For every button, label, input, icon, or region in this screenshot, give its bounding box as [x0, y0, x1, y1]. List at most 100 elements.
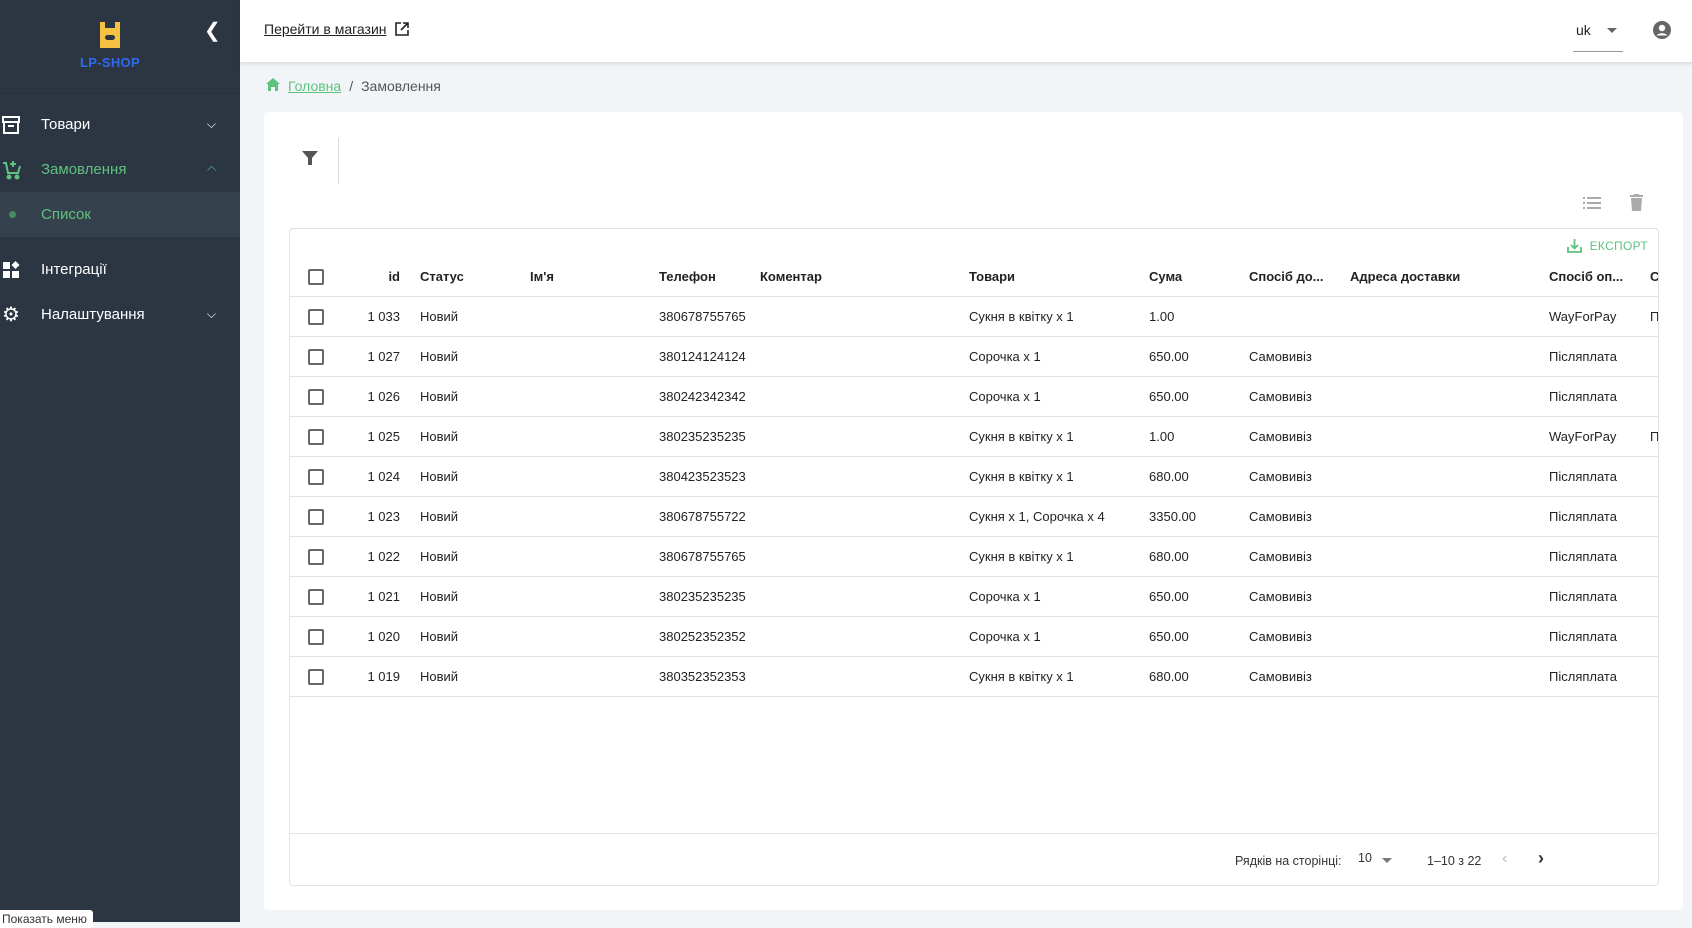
breadcrumb-home-link[interactable]: Головна — [288, 78, 342, 94]
row-checkbox[interactable] — [290, 548, 340, 565]
row-checkbox[interactable] — [290, 308, 340, 325]
logo-text: LP-SHOP — [80, 55, 140, 70]
rows-per-page-select[interactable]: 10 — [1358, 851, 1398, 865]
breadcrumb-current: Замовлення — [361, 78, 441, 94]
column-header-truncated[interactable]: С — [1650, 269, 1659, 284]
external-link-icon — [394, 22, 409, 36]
divider — [338, 138, 339, 184]
go-to-shop-label: Перейти в магазин — [264, 21, 387, 37]
column-header-status[interactable]: Статус — [420, 269, 464, 284]
cell-payment-method: Післяплата — [1549, 589, 1617, 604]
table-row[interactable]: 1 019 Новий 380352352353 Сукня в квітку x 1… — [290, 657, 1658, 697]
row-checkbox[interactable] — [290, 428, 340, 445]
next-page-button[interactable]: › — [1538, 848, 1544, 868]
sidebar-item-settings[interactable]: ⚙ Налаштування ⌵ — [0, 292, 240, 337]
select-all-checkbox[interactable] — [290, 268, 340, 285]
cell-id: 1 024 — [367, 469, 400, 484]
caret-down-icon — [1382, 858, 1392, 868]
cell-delivery-method: Самовивіз — [1249, 429, 1312, 444]
cell-sum: 650.00 — [1149, 389, 1189, 404]
cell-phone: 380252352352 — [659, 629, 746, 644]
cell-phone: 380678755722 — [659, 509, 746, 524]
cell-payment-method: WayForPay — [1549, 429, 1617, 444]
cell-status: Новий — [420, 509, 459, 524]
dot-icon — [0, 211, 41, 218]
logo[interactable]: LP-SHOP — [70, 22, 150, 70]
table-row[interactable]: 1 021 Новий 380235235235 Сорочка x 1 650.00 С… — [290, 577, 1658, 617]
row-checkbox[interactable] — [290, 668, 340, 685]
language-select[interactable]: uk — [1573, 14, 1623, 52]
cell-status: Новий — [420, 349, 459, 364]
cell-truncated: П — [1650, 429, 1659, 444]
cell-status: Новий — [420, 309, 459, 324]
delete-button[interactable] — [1630, 194, 1643, 216]
row-checkbox[interactable] — [290, 468, 340, 485]
table-row[interactable]: 1 033 Новий 380678755765 Сукня в квітку x 1… — [290, 297, 1658, 337]
column-header-comment[interactable]: Коментар — [760, 269, 822, 284]
cell-id: 1 019 — [367, 669, 400, 684]
cell-sum: 650.00 — [1149, 629, 1189, 644]
table-row[interactable]: 1 024 Новий 380423523523 Сукня в квітку x 1… — [290, 457, 1658, 497]
cell-products: Сукня в квітку x 1 — [969, 669, 1074, 684]
row-checkbox[interactable] — [290, 348, 340, 365]
column-header-products[interactable]: Товари — [969, 269, 1016, 284]
table-row[interactable]: 1 026 Новий 380242342342 Сорочка x 1 650.00 С… — [290, 377, 1658, 417]
column-header-sum[interactable]: Сума — [1149, 269, 1183, 284]
list-icon — [1583, 197, 1601, 209]
table-row[interactable]: 1 022 Новий 380678755765 Сукня в квітку x 1… — [290, 537, 1658, 577]
collapse-sidebar-button[interactable]: ❮ — [204, 20, 221, 42]
cell-delivery-method: Самовивіз — [1249, 629, 1312, 644]
cell-delivery-method: Самовивіз — [1249, 349, 1312, 364]
cell-sum: 3350.00 — [1149, 509, 1196, 524]
sidebar: LP-SHOP ❮ Товари ⌵ Замовлення ⌵ Список І… — [0, 0, 240, 928]
table-row[interactable]: 1 025 Новий 380235235235 Сукня в квітку x 1… — [290, 417, 1659, 457]
cell-payment-method: Післяплата — [1549, 509, 1617, 524]
cell-status: Новий — [420, 549, 459, 564]
cell-products: Сукня в квітку x 1 — [969, 309, 1074, 324]
columns-list-button[interactable] — [1583, 196, 1601, 214]
column-header-name[interactable]: Ім'я — [530, 269, 554, 284]
sidebar-item-products[interactable]: Товари ⌵ — [0, 102, 240, 147]
sidebar-item-label: Замовлення — [41, 161, 127, 178]
sidebar-item-label: Список — [41, 206, 91, 223]
column-header-phone[interactable]: Телефон — [659, 269, 716, 284]
go-to-shop-link[interactable]: Перейти в магазин — [264, 21, 409, 37]
filter-button[interactable] — [302, 150, 318, 171]
column-header-id[interactable]: id — [388, 269, 400, 284]
sidebar-item-list[interactable]: Список — [0, 192, 240, 237]
cell-phone: 380124124124 — [659, 349, 746, 364]
row-checkbox[interactable] — [290, 588, 340, 605]
row-checkbox[interactable] — [290, 508, 340, 525]
user-account-icon[interactable] — [1652, 20, 1672, 45]
table-row[interactable]: 1 027 Новий 380124124124 Сорочка x 1 650.00 С… — [290, 337, 1658, 377]
previous-page-button[interactable]: ‹ — [1502, 850, 1508, 867]
sidebar-item-integrations[interactable]: Інтеграції — [0, 247, 240, 292]
divider — [0, 93, 240, 94]
trash-icon — [1630, 194, 1643, 211]
pagination: Рядків на сторінці: 10 1–10 з 22 ‹ › — [290, 833, 1658, 885]
table-row[interactable]: 1 023 Новий 380678755722 Сукня x 1, Сорочка… — [290, 497, 1658, 537]
column-header-payment-method[interactable]: Спосіб оп... — [1549, 269, 1624, 284]
cell-products: Сукня в квітку x 1 — [969, 549, 1074, 564]
page-range: 1–10 з 22 — [1427, 854, 1482, 868]
export-button[interactable]: ЕКСПОРТ — [1566, 238, 1648, 253]
cell-sum: 1.00 — [1149, 429, 1175, 444]
table-row[interactable]: 1 020 Новий 380252352352 Сорочка x 1 650.00 С… — [290, 617, 1658, 657]
sidebar-item-orders[interactable]: Замовлення ⌵ — [0, 147, 240, 192]
sidebar-item-label: Інтеграції — [41, 261, 107, 278]
row-checkbox[interactable] — [290, 388, 340, 405]
caret-down-icon — [1607, 28, 1617, 38]
cell-payment-method: Післяплата — [1549, 389, 1617, 404]
cell-payment-method: WayForPay — [1549, 309, 1617, 324]
cell-sum: 650.00 — [1149, 589, 1189, 604]
cell-phone: 380235235235 — [659, 589, 746, 604]
filter-icon — [302, 151, 318, 165]
column-header-delivery-method[interactable]: Спосіб до... — [1249, 269, 1324, 284]
column-header-delivery-address[interactable]: Адреса доставки — [1350, 269, 1461, 284]
row-checkbox[interactable] — [290, 628, 340, 645]
cell-sum: 680.00 — [1149, 549, 1189, 564]
breadcrumb-separator: / — [349, 78, 354, 94]
orders-table: ЕКСПОРТ id Статус Ім'я Телефон Коментар … — [289, 228, 1659, 886]
show-menu-tooltip: Показать меню — [0, 910, 93, 928]
cell-products: Сукня в квітку x 1 — [969, 429, 1074, 444]
